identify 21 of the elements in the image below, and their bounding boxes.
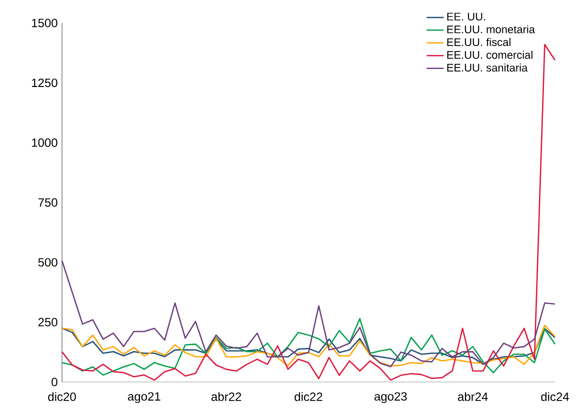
y-tick-label: 750: [38, 198, 58, 207]
y-tick-label: 250: [38, 318, 58, 326]
y-tick-label: 1500: [32, 18, 58, 28]
y-tick-label: 1000: [32, 138, 58, 147]
legend-label: EE.UU. fiscal: [447, 38, 510, 46]
x-tick-label: abr24: [458, 392, 488, 401]
legend-label: EE. UU.: [447, 12, 486, 21]
x-tick-label: abr22: [211, 392, 242, 401]
legend-label: EE.UU. sanitaria: [447, 64, 528, 72]
line-series: [61, 260, 556, 368]
x-tick-label: ago23: [374, 392, 407, 404]
x-tick-label: dic24: [541, 392, 569, 401]
x-tick-label: ago21: [128, 392, 160, 404]
line-series: [61, 318, 556, 376]
legend-label: EE.UU. comercial: [447, 50, 532, 59]
x-tick-label: dic22: [294, 392, 322, 401]
y-tick-label: 0: [52, 378, 58, 386]
y-tick-label: 1250: [32, 78, 58, 88]
x-tick-label: dic20: [48, 392, 76, 401]
y-tick-label: 500: [38, 258, 58, 267]
legend-label: EE.UU. monetaria: [447, 25, 535, 34]
